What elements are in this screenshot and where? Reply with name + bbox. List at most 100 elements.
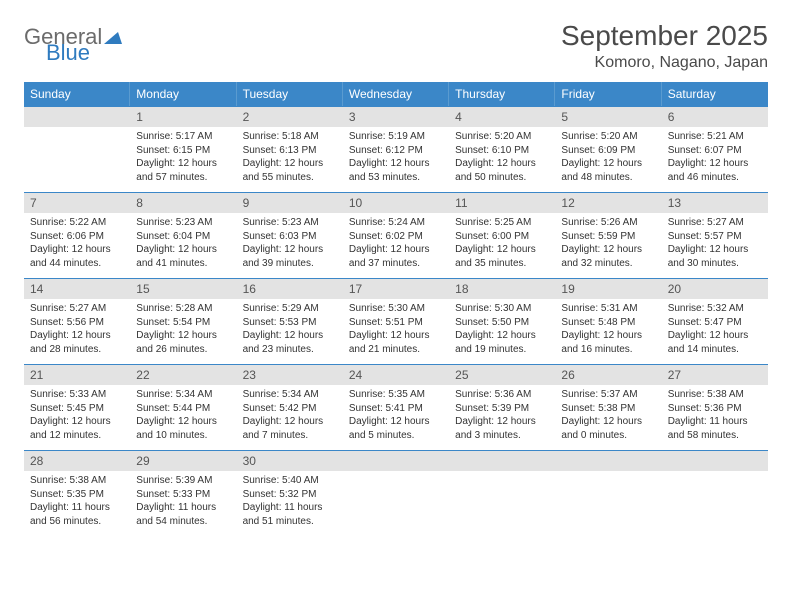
sunset-text: Sunset: 5:45 PM xyxy=(30,402,124,416)
day-cell: Sunrise: 5:20 AMSunset: 6:10 PMDaylight:… xyxy=(449,127,555,192)
sunset-text: Sunset: 5:56 PM xyxy=(30,316,124,330)
day-cell xyxy=(555,471,661,536)
sunset-text: Sunset: 5:44 PM xyxy=(136,402,230,416)
day-number xyxy=(24,107,130,127)
location-label: Komoro, Nagano, Japan xyxy=(561,54,768,72)
daylight-text: Daylight: 12 hours and 44 minutes. xyxy=(30,243,124,270)
sunrise-text: Sunrise: 5:33 AM xyxy=(30,388,124,402)
sunrise-text: Sunrise: 5:29 AM xyxy=(243,302,337,316)
day-number: 29 xyxy=(130,451,236,471)
day-body-row: Sunrise: 5:38 AMSunset: 5:35 PMDaylight:… xyxy=(24,471,768,536)
day-body-row: Sunrise: 5:17 AMSunset: 6:15 PM Daylight:… xyxy=(24,127,768,192)
day-cell: Sunrise: 5:38 AMSunset: 5:36 PMDaylight:… xyxy=(662,385,768,450)
day-cell: Sunrise: 5:39 AMSunset: 5:33 PMDaylight:… xyxy=(130,471,236,536)
day-number: 5 xyxy=(555,107,661,127)
day-number: 6 xyxy=(662,107,768,127)
day-cell: Sunrise: 5:36 AMSunset: 5:39 PMDaylight:… xyxy=(449,385,555,450)
sunrise-text: Sunrise: 5:34 AM xyxy=(136,388,230,402)
sunrise-text: Sunrise: 5:38 AM xyxy=(30,474,124,488)
sunset-text: Sunset: 5:59 PM xyxy=(561,230,655,244)
day-number: 20 xyxy=(662,279,768,299)
sunrise-text: Sunrise: 5:31 AM xyxy=(561,302,655,316)
day-cell: Sunrise: 5:33 AMSunset: 5:45 PMDaylight:… xyxy=(24,385,130,450)
weekday-header: Sunday Monday Tuesday Wednesday Thursday… xyxy=(24,82,768,106)
sunset-text: Sunset: 5:47 PM xyxy=(668,316,762,330)
sunset-text: Sunset: 5:57 PM xyxy=(668,230,762,244)
day-cell: Sunrise: 5:30 AMSunset: 5:50 PMDaylight:… xyxy=(449,299,555,364)
day-number xyxy=(449,451,555,471)
sunset-text: Sunset: 6:03 PM xyxy=(243,230,337,244)
logo: General Blue xyxy=(24,26,122,64)
daylight-text: Daylight: 12 hours and 12 minutes. xyxy=(30,415,124,442)
day-cell xyxy=(24,127,130,192)
day-number: 11 xyxy=(449,193,555,213)
daylight-text: Daylight: 12 hours and 16 minutes. xyxy=(561,329,655,356)
daylight-text: Daylight: 11 hours and 54 minutes. xyxy=(136,501,230,528)
sunset-text: Sunset: 5:41 PM xyxy=(349,402,443,416)
sunrise-text: Sunrise: 5:26 AM xyxy=(561,216,655,230)
day-number: 27 xyxy=(662,365,768,385)
day-number: 15 xyxy=(130,279,236,299)
day-number: 28 xyxy=(24,451,130,471)
logo-text: General Blue xyxy=(24,26,122,64)
title-block: September 2025 Komoro, Nagano, Japan xyxy=(561,20,768,72)
calendar: Sunday Monday Tuesday Wednesday Thursday… xyxy=(24,82,768,536)
sunset-text: Sunset: 6:13 PM xyxy=(243,144,337,158)
day-number: 23 xyxy=(237,365,343,385)
day-cell xyxy=(449,471,555,536)
sunset-text: Sunset: 6:10 PM xyxy=(455,144,549,158)
day-number: 8 xyxy=(130,193,236,213)
sunset-text: Sunset: 5:48 PM xyxy=(561,316,655,330)
sunset-text: Sunset: 6:15 PM xyxy=(136,144,230,158)
day-number: 30 xyxy=(237,451,343,471)
day-number: 1 xyxy=(130,107,236,127)
day-number xyxy=(343,451,449,471)
daylight-text: Daylight: 12 hours and 21 minutes. xyxy=(349,329,443,356)
day-number: 16 xyxy=(237,279,343,299)
sunset-text: Sunset: 5:50 PM xyxy=(455,316,549,330)
day-body-row: Sunrise: 5:22 AMSunset: 6:06 PMDaylight:… xyxy=(24,213,768,278)
day-number: 9 xyxy=(237,193,343,213)
day-number: 17 xyxy=(343,279,449,299)
sunset-text: Sunset: 5:53 PM xyxy=(243,316,337,330)
day-cell: Sunrise: 5:23 AMSunset: 6:04 PMDaylight:… xyxy=(130,213,236,278)
sunrise-text: Sunrise: 5:32 AM xyxy=(668,302,762,316)
day-cell: Sunrise: 5:23 AMSunset: 6:03 PMDaylight:… xyxy=(237,213,343,278)
day-cell: Sunrise: 5:21 AMSunset: 6:07 PMDaylight:… xyxy=(662,127,768,192)
sunset-text: Sunset: 5:42 PM xyxy=(243,402,337,416)
daylight-text: Daylight: 12 hours and 46 minutes. xyxy=(668,157,762,184)
daylight-text: Daylight: 12 hours and 0 minutes. xyxy=(561,415,655,442)
day-cell: Sunrise: 5:27 AMSunset: 5:56 PMDaylight:… xyxy=(24,299,130,364)
daylight-text: Daylight: 12 hours and 14 minutes. xyxy=(668,329,762,356)
sunrise-text: Sunrise: 5:36 AM xyxy=(455,388,549,402)
sunrise-text: Sunrise: 5:20 AM xyxy=(455,130,549,144)
day-number-row: 14151617181920 xyxy=(24,278,768,299)
sunset-text: Sunset: 6:06 PM xyxy=(30,230,124,244)
daylight-text: Daylight: 12 hours and 23 minutes. xyxy=(243,329,337,356)
sunset-text: Sunset: 6:12 PM xyxy=(349,144,443,158)
day-cell: Sunrise: 5:37 AMSunset: 5:38 PMDaylight:… xyxy=(555,385,661,450)
sunrise-text: Sunrise: 5:30 AM xyxy=(455,302,549,316)
daylight-text: Daylight: 12 hours and 55 minutes. xyxy=(243,157,337,184)
weekday-wed: Wednesday xyxy=(343,82,449,106)
sunrise-text: Sunrise: 5:17 AM xyxy=(136,130,230,144)
day-cell: Sunrise: 5:34 AMSunset: 5:42 PMDaylight:… xyxy=(237,385,343,450)
sunset-text: Sunset: 5:33 PM xyxy=(136,488,230,502)
weekday-sat: Saturday xyxy=(662,82,768,106)
daylight-text: Daylight: 12 hours and 5 minutes. xyxy=(349,415,443,442)
weekday-tue: Tuesday xyxy=(237,82,343,106)
daylight-text: Daylight: 12 hours and 48 minutes. xyxy=(561,157,655,184)
day-number xyxy=(662,451,768,471)
daylight-text: Daylight: 12 hours and 30 minutes. xyxy=(668,243,762,270)
daylight-text: Daylight: 12 hours and 3 minutes. xyxy=(455,415,549,442)
sunrise-text: Sunrise: 5:38 AM xyxy=(668,388,762,402)
sunrise-text: Sunrise: 5:21 AM xyxy=(668,130,762,144)
daylight-text: Daylight: 12 hours and 39 minutes. xyxy=(243,243,337,270)
daylight-text: Daylight: 12 hours and 26 minutes. xyxy=(136,329,230,356)
weekday-fri: Friday xyxy=(555,82,661,106)
day-number: 3 xyxy=(343,107,449,127)
day-cell: Sunrise: 5:40 AMSunset: 5:32 PMDaylight:… xyxy=(237,471,343,536)
sunrise-text: Sunrise: 5:40 AM xyxy=(243,474,337,488)
day-number: 7 xyxy=(24,193,130,213)
daylight-text: Daylight: 12 hours and 19 minutes. xyxy=(455,329,549,356)
